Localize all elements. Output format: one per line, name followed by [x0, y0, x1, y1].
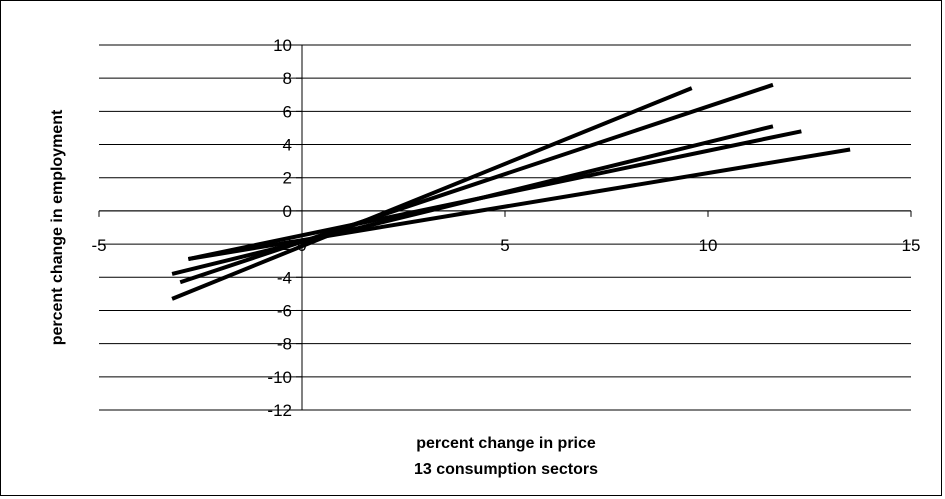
series-line-2 [179, 82, 774, 285]
y-axis-label: percent change in employment [49, 109, 66, 345]
tick-labels: -5 0 5 10 15 10 8 6 4 2 0 -2 -4 -6 -8 -10 -12 [91, 36, 920, 420]
series-line-1 [171, 86, 693, 301]
y-tick-label: 0 [283, 202, 292, 221]
y-tick-label: 2 [283, 169, 292, 188]
axes [98, 44, 912, 411]
x-tick-label: 15 [902, 236, 921, 255]
series-line-5 [187, 147, 851, 261]
x-tick-label: 5 [500, 236, 509, 255]
series-line-4 [187, 129, 802, 261]
x-axis-label: percent change in price [416, 435, 596, 452]
y-tick-label: 4 [283, 136, 292, 155]
x-tick-label: -5 [91, 236, 106, 255]
y-tick-label: -8 [277, 335, 292, 354]
y-tick-label: -6 [277, 301, 292, 320]
y-tick-label: -2 [277, 235, 292, 254]
y-tick-label: -4 [277, 268, 292, 287]
x-tick-label: 0 [297, 236, 306, 255]
y-tick-label: -10 [267, 368, 292, 387]
x-tick-label: 10 [699, 236, 718, 255]
y-tick-label: -12 [267, 401, 292, 420]
y-tick-label: 8 [283, 69, 292, 88]
gridlines [99, 44, 911, 411]
series-lines [171, 82, 851, 301]
y-tick-label: 10 [273, 36, 292, 55]
x-axis-sublabel: 13 consumption sectors [414, 461, 598, 478]
y-tick-label: 6 [283, 102, 292, 121]
